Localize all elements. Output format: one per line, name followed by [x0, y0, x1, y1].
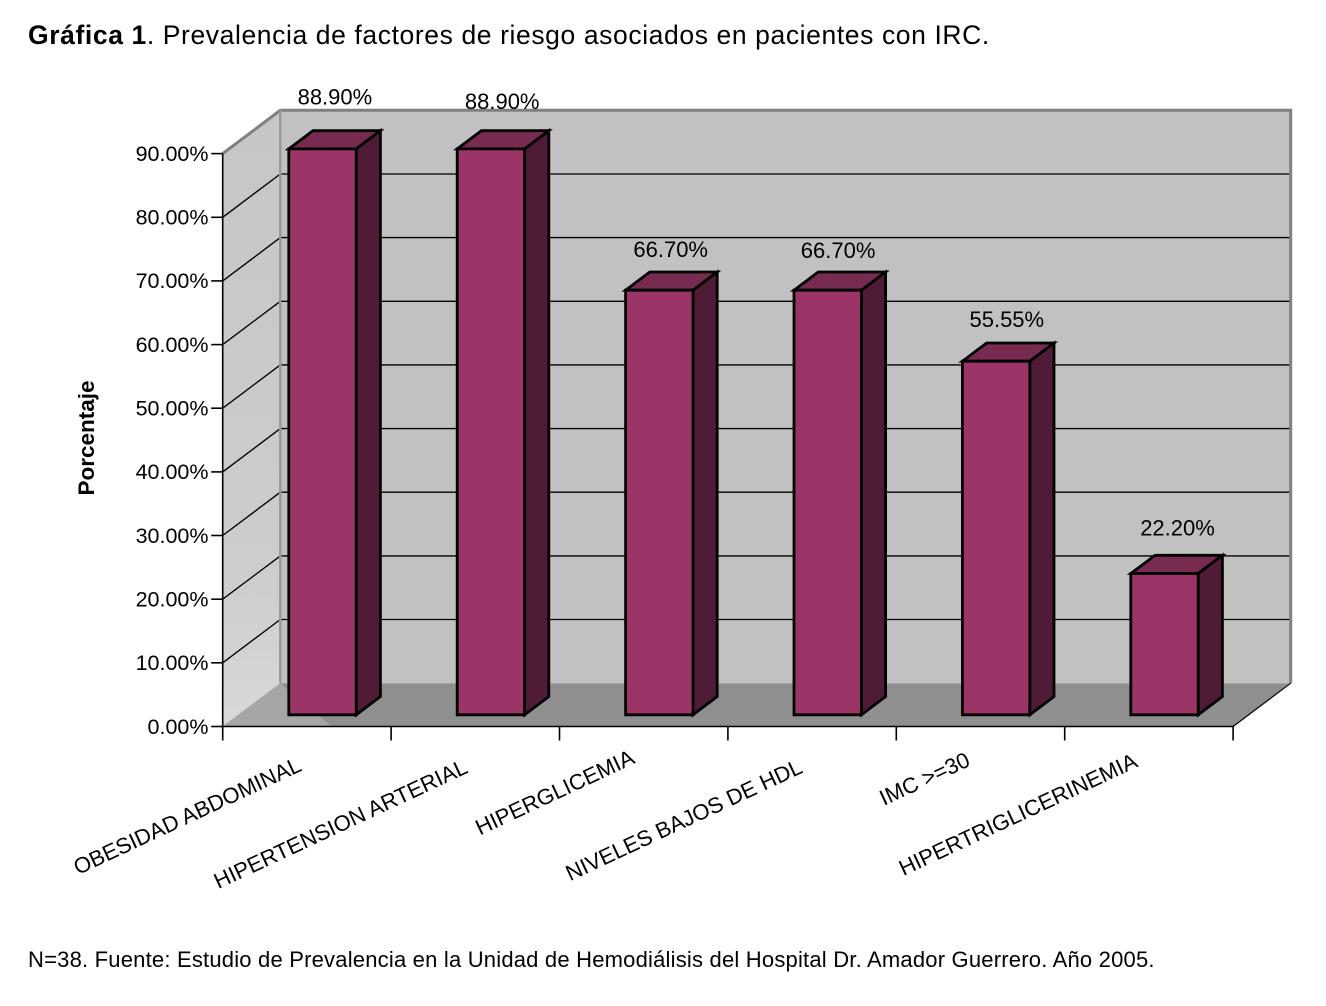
svg-text:Gráfica 1. Prevalencia de fact: Gráfica 1. Prevalencia de factores de ri… — [28, 20, 990, 50]
svg-text:80.00%: 80.00% — [136, 206, 209, 230]
svg-text:Porcentaje: Porcentaje — [74, 380, 99, 495]
svg-text:60.00%: 60.00% — [136, 333, 209, 357]
svg-text:50.00%: 50.00% — [136, 397, 209, 421]
svg-text:55.55%: 55.55% — [969, 307, 1044, 332]
svg-text:88.90%: 88.90% — [298, 85, 373, 110]
svg-text:40.00%: 40.00% — [136, 460, 209, 484]
svg-text:90.00%: 90.00% — [136, 142, 209, 166]
svg-text:30.00%: 30.00% — [136, 524, 209, 548]
svg-text:0.00%: 0.00% — [148, 715, 209, 739]
svg-text:22.20%: 22.20% — [1140, 516, 1215, 541]
svg-text:20.00%: 20.00% — [136, 588, 209, 612]
svg-text:N=38. Fuente: Estudio de Preva: N=38. Fuente: Estudio de Prevalencia en … — [28, 947, 1155, 972]
svg-text:10.00%: 10.00% — [136, 651, 209, 675]
svg-text:88.90%: 88.90% — [465, 89, 540, 114]
svg-text:70.00%: 70.00% — [136, 269, 209, 293]
svg-text:66.70%: 66.70% — [633, 237, 708, 262]
svg-text:66.70%: 66.70% — [801, 238, 876, 263]
